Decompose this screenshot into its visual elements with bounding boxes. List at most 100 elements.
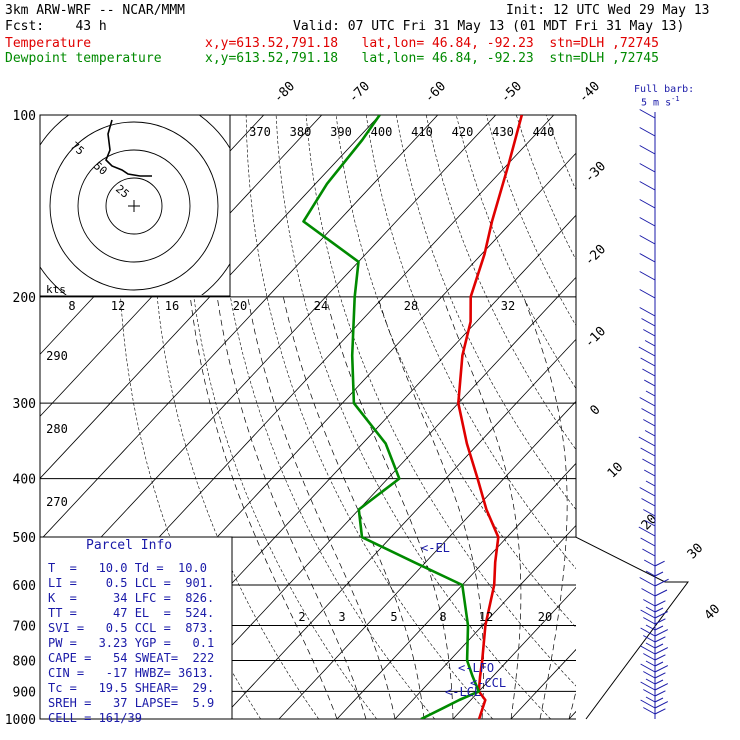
isotherm-line [510,648,576,719]
wind-barb [654,629,669,637]
dewpoint-profile [302,115,481,719]
isotherm-line [336,462,576,719]
valid-time: Valid: 07 UTC Fri 31 May 13 (01 MDT Fri … [293,19,685,34]
parcel-row: Tc = 19.5 SHEAR= 29. [48,681,215,695]
theta-label: 420 [452,125,474,139]
wind-barb [640,627,656,637]
isotherm-line [40,115,439,541]
mixing-ratio-label: 24 [314,299,328,313]
pressure-tick-label: 500 [13,531,36,546]
dry-adiabat [516,115,576,261]
wind-barb [644,340,656,347]
parcel-row: CELL = 161/39 [48,711,142,725]
wind-barb [642,458,656,467]
lfc-marker: <-LFO [458,661,495,675]
theta-label: 290 [46,349,68,363]
wind-barb [639,109,656,119]
theta-label: 380 [290,125,312,139]
mixing-ratio-label: 5 [390,610,397,624]
lcl-marker: <-LCL [445,685,482,699]
isotherm-line [452,586,576,719]
isotherm-label: -70 [346,79,373,106]
isotherm-label: -30 [582,159,609,186]
dry-adiabat [395,115,576,511]
wind-barb [645,696,656,703]
wind-barb [645,390,656,397]
wind-barb [654,708,666,715]
dry-adiabat [606,115,740,719]
mixing-ratio-label: 28 [404,299,418,313]
wind-barb [639,127,656,137]
moist-adiabat [568,690,576,719]
isotherm-label: -40 [576,79,603,106]
pressure-tick-label: 400 [13,473,36,488]
wind-barb [644,430,656,437]
wind-barb [640,681,656,691]
parcel-box-frame [39,536,233,720]
dry-adiabat [215,115,435,719]
isotherm-label: -60 [422,79,449,106]
wind-barb [654,560,665,567]
wind-barb [645,678,656,685]
dry-adiabat [425,115,576,451]
dry-adiabat [666,115,740,719]
wind-barb [643,671,656,679]
dry-adiabat [546,115,576,191]
wind-barb [641,408,656,417]
wind-barb [643,617,656,625]
wind-barb [643,707,656,715]
init-time: Init: 12 UTC Wed 29 May 13 [506,3,710,18]
mixing-ratio-label: 8 [439,610,446,624]
wind-barb [654,571,664,577]
wind-barb [654,679,664,685]
dry-adiabat [335,115,576,628]
isotherm-label: 10 [605,460,627,482]
mixing-ratio-label: 3 [338,610,345,624]
temperature-profile [457,115,524,719]
wind-barb [654,683,669,691]
wind-barb [639,199,656,209]
wind-barb [643,689,656,697]
parcel-row: SREH = 37 LAPSE= 5.9 [48,696,215,710]
theta-label: 270 [46,495,68,509]
wind-barb [654,697,664,703]
hodograph-ring [49,121,219,291]
wind-barb [654,643,664,649]
wind-barb [645,480,656,487]
isotherm-label: 30 [685,541,707,563]
wind-barb [639,145,656,155]
wind-barb [639,397,656,407]
parcel-row: T = 10.0 Td = 10.0 [48,561,207,575]
mixing-ratio-label: 20 [538,610,552,624]
wind-barb [640,357,656,367]
dewpoint-legend: Dewpoint temperature [5,51,162,66]
wind-barb [641,318,656,327]
mixing-ratio-label: 12 [111,299,125,313]
pressure-tick-label: 800 [13,654,36,669]
wind-barb [654,636,666,643]
wind-barb [643,469,656,477]
mixing-ratio-label: 2 [298,610,305,624]
wind-barb [639,487,656,497]
wind-barb [643,635,656,643]
wind-barb [654,589,668,597]
moist-adiabat [325,296,454,719]
theta-label: 280 [46,422,68,436]
wind-barb [645,642,656,649]
wind-barb [641,588,656,597]
wind-barb [654,618,666,625]
wind-barb [654,607,664,613]
wind-barb [643,509,656,517]
pressure-tick-label: 200 [13,291,36,306]
wind-barb [641,498,656,507]
theta-label: 400 [371,125,393,139]
wind-barb [639,271,656,281]
hodograph-units: kts [46,283,66,296]
pressure-tick-label: 100 [13,109,36,124]
wind-barb [645,570,656,577]
mixing-ratio-label: 12 [479,610,493,624]
dry-adiabat [305,115,576,687]
wind-barb [639,181,656,191]
theta-label: 430 [492,125,514,139]
